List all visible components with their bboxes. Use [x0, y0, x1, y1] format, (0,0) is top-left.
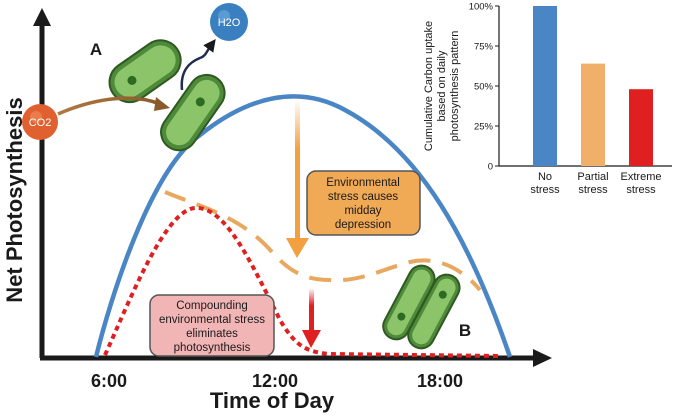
partial-stress-curve: [164, 190, 482, 292]
inset-bar-2: [581, 63, 605, 166]
x-axis-label: Time of Day: [210, 388, 335, 413]
svg-text:depression: depression: [335, 219, 391, 231]
x-axis-arrowhead: [533, 349, 552, 367]
inset-category-label: Partial: [577, 171, 608, 183]
h2o-flow-arrow: [180, 38, 216, 91]
inset-category-label: Extreme: [621, 171, 662, 183]
inset-category-label: stress: [578, 184, 608, 196]
extreme-stress-curve: [103, 205, 501, 358]
inset-y-tick-label: 75%: [474, 42, 494, 53]
svg-text:midday: midday: [344, 205, 381, 217]
inset-ylabel-line-1: Cumulative Carbon uptake: [423, 21, 435, 151]
co2-arrowhead: [154, 97, 170, 111]
closed-stoma-icon: [382, 264, 461, 350]
inset-bar-3: [629, 89, 653, 166]
inset-y-tick-label: 100%: [469, 2, 494, 13]
inset-bar-1: [533, 6, 557, 166]
h2o-label: H2O: [218, 17, 241, 29]
stoma-b-label: B: [459, 321, 471, 340]
co2-flow-arrow: [57, 96, 161, 116]
y-axis-label: Net Photosynthesis: [2, 97, 27, 302]
inset-y-tick-label: 50%: [474, 82, 494, 93]
compounding-stress-arrow: [302, 288, 321, 348]
inset-bar-chart: Cumulative Carbon uptake based on daily …: [423, 2, 672, 196]
compound-callout: Compounding environmental stress elimina…: [149, 294, 275, 357]
co2-label: CO2: [29, 117, 52, 129]
svg-text:stress causes: stress causes: [328, 191, 399, 203]
inset-category-label: stress: [530, 184, 560, 196]
y-axis-arrowhead: [33, 8, 51, 26]
stoma-a-label: A: [90, 40, 102, 59]
main-axes: [33, 8, 552, 367]
inset-ylabel-line-3: photosynthesis pattern: [449, 31, 461, 142]
midday-depression-arrow: [286, 100, 309, 258]
no-stress-curve: [93, 94, 513, 358]
svg-text:eliminates: eliminates: [186, 328, 238, 340]
x-tick-6: 6:00: [91, 371, 127, 391]
svg-text:Environmental: Environmental: [326, 177, 400, 189]
inset-category-label: stress: [626, 184, 656, 196]
svg-text:Compounding: Compounding: [176, 300, 248, 312]
x-tick-12: 12:00: [252, 371, 298, 391]
svg-text:photosynthesis: photosynthesis: [174, 342, 251, 354]
open-stoma-icon: [108, 39, 226, 152]
inset-y-tick-label: 25%: [474, 122, 494, 133]
co2-molecule-icon: CO2: [22, 104, 58, 140]
inset-y-tick-label: 0: [488, 162, 493, 173]
x-tick-18: 18:00: [417, 371, 463, 391]
inset-ylabel-line-2: based on daily: [436, 50, 448, 121]
svg-text:environmental stress: environmental stress: [159, 314, 265, 326]
h2o-molecule-icon: H2O: [210, 3, 248, 41]
inset-category-label: No: [538, 171, 552, 183]
midday-callout: Environmental stress causes midday depre…: [306, 170, 421, 236]
